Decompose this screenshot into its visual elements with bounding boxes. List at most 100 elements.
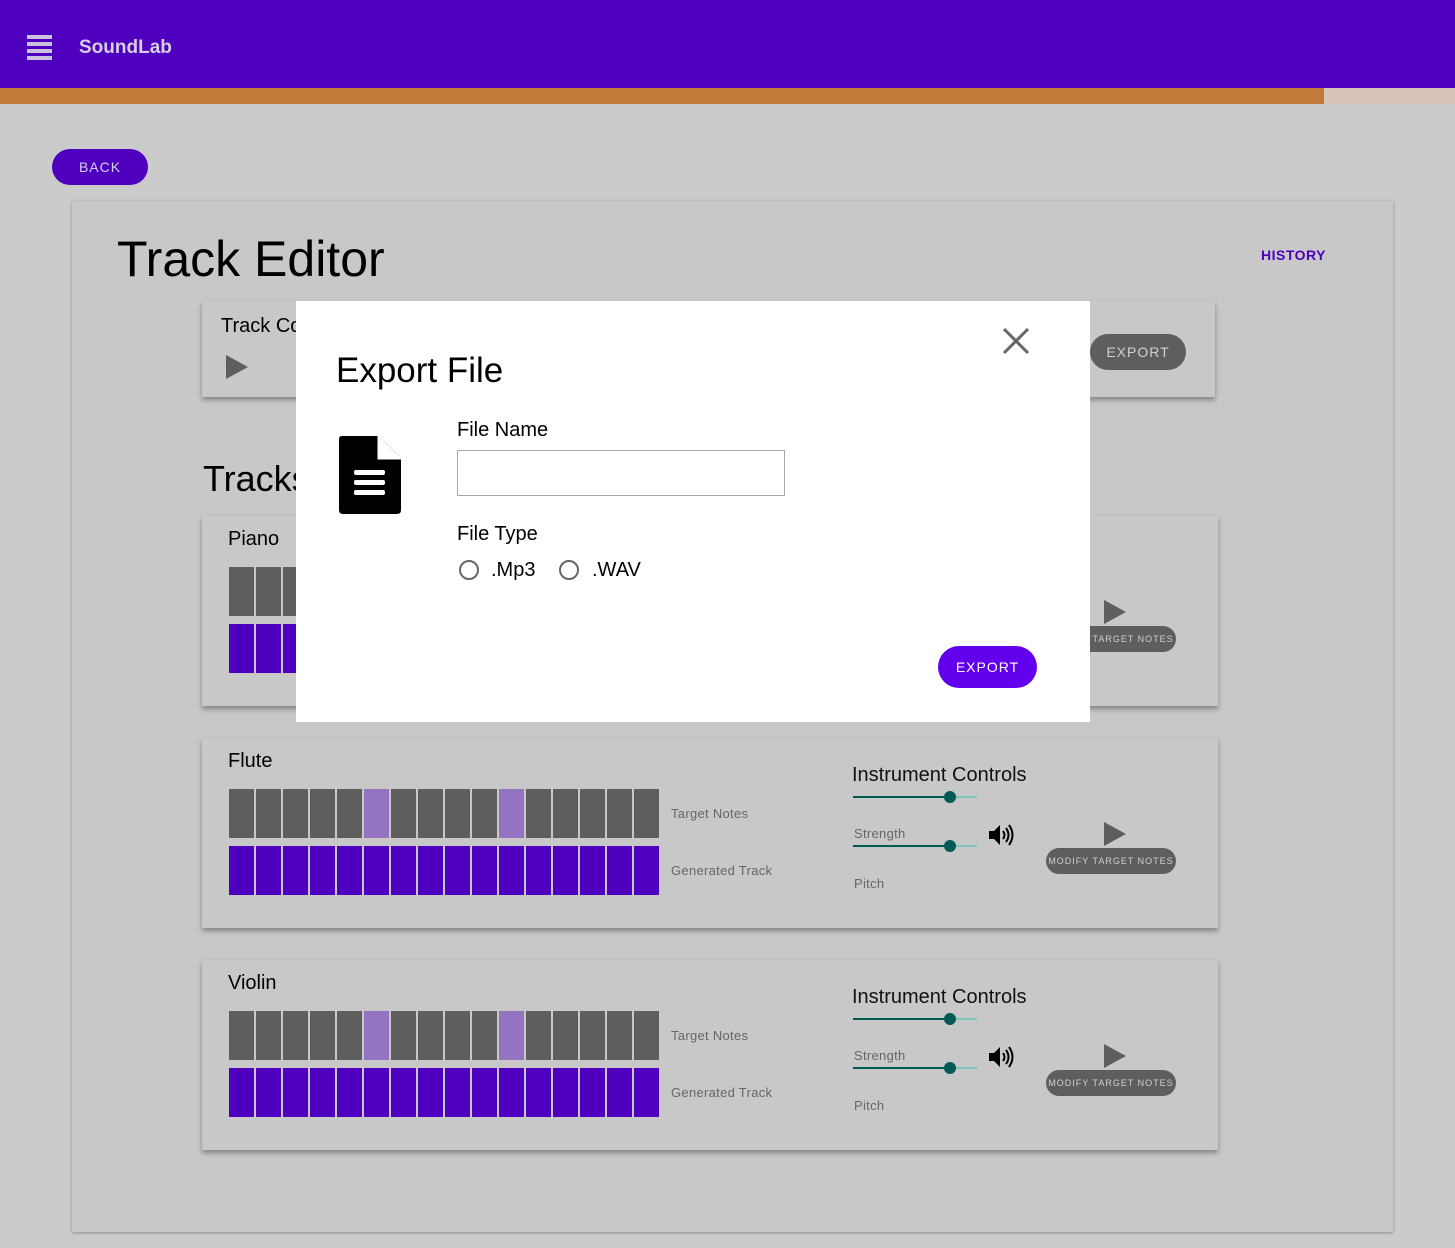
generated-note-cell bbox=[445, 846, 470, 895]
generated-note-cell bbox=[580, 1068, 605, 1117]
volume-icon[interactable] bbox=[988, 823, 1014, 847]
target-note-cell[interactable] bbox=[418, 789, 443, 838]
generated-note-cell bbox=[310, 846, 335, 895]
target-notes-label: Target Notes bbox=[671, 806, 749, 821]
file-name-input[interactable] bbox=[457, 450, 785, 496]
instrument-card: Violin Target Notes Generated Track Inst… bbox=[202, 960, 1218, 1150]
generated-note-cell bbox=[229, 624, 254, 673]
target-note-cell[interactable] bbox=[526, 1011, 551, 1060]
generated-note-cell bbox=[283, 846, 308, 895]
close-icon[interactable] bbox=[1000, 325, 1032, 357]
generated-note-cell bbox=[337, 1068, 362, 1117]
generated-note-cell bbox=[499, 1068, 524, 1117]
page-title: Track Editor bbox=[117, 231, 385, 287]
modify-target-notes-button[interactable]: MODIFY TARGET NOTES bbox=[1046, 848, 1176, 874]
modify-target-notes-button[interactable]: MODIFY TARGET NOTES bbox=[1046, 1070, 1176, 1096]
pitch-label: Pitch bbox=[854, 1098, 885, 1113]
file-name-label: File Name bbox=[457, 419, 549, 441]
pitch-slider[interactable] bbox=[853, 1061, 977, 1075]
generated-track-row bbox=[229, 1068, 659, 1117]
target-note-cell[interactable] bbox=[256, 1011, 281, 1060]
target-note-cell[interactable] bbox=[472, 789, 497, 838]
strength-label: Strength bbox=[854, 826, 906, 841]
target-note-cell[interactable] bbox=[391, 1011, 416, 1060]
generated-note-cell bbox=[229, 846, 254, 895]
generated-track-label: Generated Track bbox=[671, 863, 773, 878]
target-note-cell[interactable] bbox=[472, 1011, 497, 1060]
instrument-name: Violin bbox=[228, 972, 277, 994]
target-notes-row bbox=[229, 1011, 659, 1060]
app-title: SoundLab bbox=[79, 37, 172, 58]
target-note-cell[interactable] bbox=[283, 789, 308, 838]
target-note-cell[interactable] bbox=[337, 789, 362, 838]
generated-note-cell bbox=[634, 1068, 659, 1117]
target-note-cell[interactable] bbox=[580, 789, 605, 838]
instrument-controls-title: Instrument Controls bbox=[852, 986, 1027, 1008]
target-note-cell[interactable] bbox=[445, 789, 470, 838]
target-note-cell[interactable] bbox=[364, 1011, 389, 1060]
target-note-cell[interactable] bbox=[553, 1011, 578, 1060]
target-note-cell[interactable] bbox=[634, 1011, 659, 1060]
back-button[interactable]: BACK bbox=[52, 149, 148, 185]
hamburger-icon[interactable] bbox=[27, 35, 52, 61]
history-link[interactable]: HISTORY bbox=[1261, 247, 1326, 263]
target-note-cell[interactable] bbox=[607, 1011, 632, 1060]
target-notes-label: Target Notes bbox=[671, 1028, 749, 1043]
play-icon[interactable] bbox=[1104, 1044, 1126, 1068]
generated-note-cell bbox=[256, 846, 281, 895]
generated-note-cell bbox=[310, 1068, 335, 1117]
mp3-radio[interactable] bbox=[459, 560, 479, 580]
generated-note-cell bbox=[607, 846, 632, 895]
generated-note-cell bbox=[472, 846, 497, 895]
generated-note-cell bbox=[607, 1068, 632, 1117]
target-note-cell[interactable] bbox=[229, 567, 254, 616]
play-icon[interactable] bbox=[1104, 822, 1126, 846]
target-note-cell[interactable] bbox=[256, 567, 281, 616]
target-note-cell[interactable] bbox=[418, 1011, 443, 1060]
target-note-cell[interactable] bbox=[499, 789, 524, 838]
target-note-cell[interactable] bbox=[634, 789, 659, 838]
target-notes-row bbox=[229, 789, 659, 838]
target-note-cell[interactable] bbox=[310, 1011, 335, 1060]
target-note-cell[interactable] bbox=[391, 789, 416, 838]
play-icon[interactable] bbox=[226, 355, 248, 379]
target-note-cell[interactable] bbox=[580, 1011, 605, 1060]
pitch-label: Pitch bbox=[854, 876, 885, 891]
play-icon[interactable] bbox=[1104, 600, 1126, 624]
document-icon bbox=[339, 436, 401, 514]
target-note-cell[interactable] bbox=[499, 1011, 524, 1060]
target-note-cell[interactable] bbox=[445, 1011, 470, 1060]
progress-bar bbox=[0, 88, 1455, 104]
target-note-cell[interactable] bbox=[526, 789, 551, 838]
generated-note-cell bbox=[256, 624, 281, 673]
generated-note-cell bbox=[553, 846, 578, 895]
target-note-cell[interactable] bbox=[310, 789, 335, 838]
generated-note-cell bbox=[418, 1068, 443, 1117]
instrument-card: Flute Target Notes Generated Track Instr… bbox=[202, 738, 1218, 928]
target-note-cell[interactable] bbox=[256, 789, 281, 838]
dialog-title: Export File bbox=[336, 351, 504, 390]
generated-note-cell bbox=[580, 846, 605, 895]
volume-icon[interactable] bbox=[988, 1045, 1014, 1069]
export-button[interactable]: EXPORT bbox=[1090, 334, 1186, 370]
target-note-cell[interactable] bbox=[283, 1011, 308, 1060]
pitch-slider[interactable] bbox=[853, 839, 977, 853]
dialog-export-button[interactable]: EXPORT bbox=[938, 646, 1037, 688]
generated-note-cell bbox=[256, 1068, 281, 1117]
target-note-cell[interactable] bbox=[553, 789, 578, 838]
tracks-heading: Tracks bbox=[203, 458, 310, 499]
export-dialog: Export File File Name File Type .Mp3 .WA… bbox=[296, 301, 1090, 722]
instrument-name: Piano bbox=[228, 528, 280, 550]
target-note-cell[interactable] bbox=[364, 789, 389, 838]
generated-note-cell bbox=[418, 846, 443, 895]
target-note-cell[interactable] bbox=[229, 789, 254, 838]
strength-slider[interactable] bbox=[853, 790, 977, 804]
target-note-cell[interactable] bbox=[337, 1011, 362, 1060]
app-bar bbox=[0, 0, 1455, 88]
wav-radio[interactable] bbox=[559, 560, 579, 580]
strength-slider[interactable] bbox=[853, 1012, 977, 1026]
target-note-cell[interactable] bbox=[229, 1011, 254, 1060]
target-note-cell[interactable] bbox=[607, 789, 632, 838]
mp3-option-label: .Mp3 bbox=[491, 559, 536, 581]
file-type-label: File Type bbox=[457, 523, 538, 545]
